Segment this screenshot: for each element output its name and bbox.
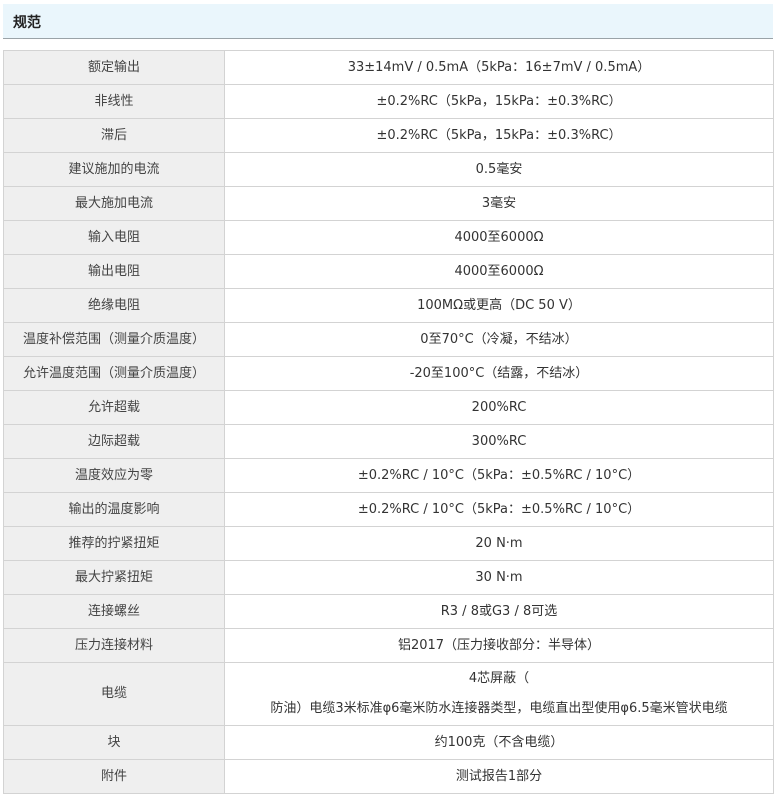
spec-label: 边际超载 — [3, 424, 225, 459]
spec-value: R3 / 8或G3 / 8可选 — [224, 594, 774, 629]
spec-row: 滞后 ±0.2%RC（5kPa，15kPa：±0.3%RC） — [3, 118, 774, 153]
spec-row: 压力连接材料 铝2017（压力接收部分：半导体） — [3, 628, 774, 663]
spec-value: 铝2017（压力接收部分：半导体） — [224, 628, 774, 663]
spec-label: 绝缘电阻 — [3, 288, 225, 323]
spec-label: 允许温度范围（测量介质温度） — [3, 356, 225, 391]
spec-row: 建议施加的电流 0.5毫安 — [3, 152, 774, 187]
spec-value: 200%RC — [224, 390, 774, 425]
spec-row: 允许超载 200%RC — [3, 390, 774, 425]
spec-label: 连接螺丝 — [3, 594, 225, 629]
spec-table: 额定输出 33±14mV / 0.5mA（5kPa：16±7mV / 0.5mA）… — [3, 50, 774, 794]
spec-row: 最大拧紧扭矩 30 N·m — [3, 560, 774, 595]
spec-row: 输出电阻 4000至6000Ω — [3, 254, 774, 289]
spec-row: 最大施加电流 3毫安 — [3, 186, 774, 221]
spec-row: 额定输出 33±14mV / 0.5mA（5kPa：16±7mV / 0.5mA） — [3, 50, 774, 85]
spec-value: 0.5毫安 — [224, 152, 774, 187]
spec-value: 测试报告1部分 — [224, 759, 774, 794]
spec-label: 建议施加的电流 — [3, 152, 225, 187]
spec-value: ±0.2%RC / 10°C（5kPa：±0.5%RC / 10°C） — [224, 492, 774, 527]
spec-label: 输入电阻 — [3, 220, 225, 255]
spec-label: 最大施加电流 — [3, 186, 225, 221]
spec-row: 输入电阻 4000至6000Ω — [3, 220, 774, 255]
spec-label: 推荐的拧紧扭矩 — [3, 526, 225, 561]
spec-value: 33±14mV / 0.5mA（5kPa：16±7mV / 0.5mA） — [224, 50, 774, 85]
spec-label: 最大拧紧扭矩 — [3, 560, 225, 595]
spec-row: 附件 测试报告1部分 — [3, 759, 774, 794]
spec-label: 滞后 — [3, 118, 225, 153]
spec-value: 4000至6000Ω — [224, 220, 774, 255]
spec-value: 0至70°C（冷凝，不结冰） — [224, 322, 774, 357]
spec-row: 电缆 4芯屏蔽（ 防油）电缆3米标准φ6毫米防水连接器类型，电缆直出型使用φ6.5毫… — [3, 662, 774, 726]
spec-label: 压力连接材料 — [3, 628, 225, 663]
spec-row: 块约100克（不含电缆） — [3, 725, 774, 760]
spec-label: 块 — [3, 725, 225, 760]
spec-row: 温度补偿范围（测量介质温度） 0至70°C（冷凝，不结冰） — [3, 322, 774, 357]
spec-value: 100MΩ或更高（DC 50 V） — [224, 288, 774, 323]
spec-value: 3毫安 — [224, 186, 774, 221]
spec-label: 输出电阻 — [3, 254, 225, 289]
spec-value: 4芯屏蔽（ 防油）电缆3米标准φ6毫米防水连接器类型，电缆直出型使用φ6.5毫米管… — [224, 662, 774, 726]
spec-label: 电缆 — [3, 662, 225, 726]
spec-value: 约100克（不含电缆） — [224, 725, 774, 760]
spec-label: 附件 — [3, 759, 225, 794]
spec-row: 输出的温度影响 ±0.2%RC / 10°C（5kPa：±0.5%RC / 10°… — [3, 492, 774, 527]
spec-value: -20至100°C（结露，不结冰） — [224, 356, 774, 391]
spec-label: 输出的温度影响 — [3, 492, 225, 527]
spec-row: 非线性 ±0.2%RC（5kPa，15kPa：±0.3%RC） — [3, 84, 774, 119]
spec-label: 温度效应为零 — [3, 458, 225, 493]
spec-value: 20 N·m — [224, 526, 774, 561]
spec-value: ±0.2%RC（5kPa，15kPa：±0.3%RC） — [224, 84, 774, 119]
spec-value: 4000至6000Ω — [224, 254, 774, 289]
spec-value-line: 防油）电缆3米标准φ6毫米防水连接器类型，电缆直出型使用φ6.5毫米管状电缆 — [270, 701, 728, 716]
section-title: 规范 — [13, 15, 41, 31]
spec-value: ±0.2%RC（5kPa，15kPa：±0.3%RC） — [224, 118, 774, 153]
spec-row: 连接螺丝 R3 / 8或G3 / 8可选 — [3, 594, 774, 629]
spec-row: 温度效应为零 ±0.2%RC / 10°C（5kPa：±0.5%RC / 10°C… — [3, 458, 774, 493]
spec-label: 允许超载 — [3, 390, 225, 425]
spec-row: 绝缘电阻 100MΩ或更高（DC 50 V） — [3, 288, 774, 323]
spec-value-line: 4芯屏蔽（ — [468, 671, 530, 686]
spec-value: 30 N·m — [224, 560, 774, 595]
spec-value: ±0.2%RC / 10°C（5kPa：±0.5%RC / 10°C） — [224, 458, 774, 493]
spec-row: 边际超载 300%RC — [3, 424, 774, 459]
spec-label: 额定输出 — [3, 50, 225, 85]
spec-row: 允许温度范围（测量介质温度） -20至100°C（结露，不结冰） — [3, 356, 774, 391]
spec-label: 温度补偿范围（测量介质温度） — [3, 322, 225, 357]
spec-row: 推荐的拧紧扭矩 20 N·m — [3, 526, 774, 561]
spec-value: 300%RC — [224, 424, 774, 459]
section-header: 规范 — [3, 4, 773, 39]
spec-label: 非线性 — [3, 84, 225, 119]
